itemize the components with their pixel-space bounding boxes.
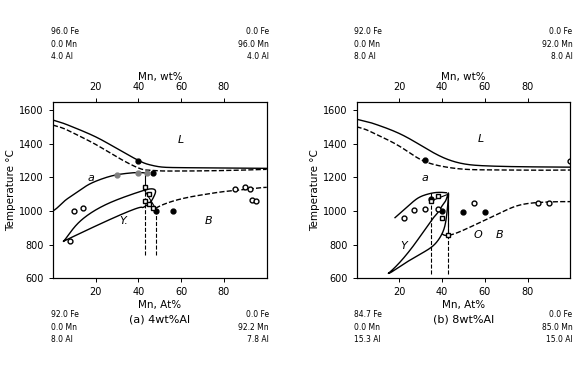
X-axis label: Mn, At%: Mn, At% bbox=[138, 300, 181, 310]
Text: 96.0 Fe
0.0 Mn
4.0 Al: 96.0 Fe 0.0 Mn 4.0 Al bbox=[51, 27, 79, 61]
X-axis label: Mn, At%: Mn, At% bbox=[442, 300, 485, 310]
Title: (a) 4wt%Al: (a) 4wt%Al bbox=[129, 315, 191, 325]
Text: a: a bbox=[88, 173, 95, 183]
Y-axis label: Temperature °C: Temperature °C bbox=[310, 149, 320, 231]
Text: L: L bbox=[477, 133, 484, 144]
Text: 92.0 Fe
0.0 Mn
8.0 Al: 92.0 Fe 0.0 Mn 8.0 Al bbox=[51, 310, 79, 344]
Text: Y.: Y. bbox=[119, 216, 128, 226]
Title: (b) 8wt%Al: (b) 8wt%Al bbox=[433, 315, 494, 325]
Text: 0.0 Fe
96.0 Mn
4.0 Al: 0.0 Fe 96.0 Mn 4.0 Al bbox=[238, 27, 269, 61]
Text: a: a bbox=[422, 173, 429, 183]
Text: 92.0 Fe
0.0 Mn
8.0 Al: 92.0 Fe 0.0 Mn 8.0 Al bbox=[355, 27, 382, 61]
Text: B: B bbox=[496, 230, 503, 240]
X-axis label: Mn, wt%: Mn, wt% bbox=[138, 72, 182, 82]
Text: O: O bbox=[474, 230, 483, 240]
Text: 0.0 Fe
85.0 Mn
15.0 Al: 0.0 Fe 85.0 Mn 15.0 Al bbox=[542, 310, 573, 344]
Text: 0.0 Fe
92.2 Mn
7.8 Al: 0.0 Fe 92.2 Mn 7.8 Al bbox=[238, 310, 269, 344]
Text: B: B bbox=[205, 216, 213, 226]
Text: 0.0 Fe
92.0 Mn
8.0 Al: 0.0 Fe 92.0 Mn 8.0 Al bbox=[542, 27, 573, 61]
Text: L: L bbox=[178, 135, 184, 145]
X-axis label: Mn, wt%: Mn, wt% bbox=[441, 72, 486, 82]
Text: 84.7 Fe
0.0 Mn
15.3 Al: 84.7 Fe 0.0 Mn 15.3 Al bbox=[355, 310, 382, 344]
Y-axis label: Temperature °C: Temperature °C bbox=[6, 149, 16, 231]
Text: Y: Y bbox=[400, 241, 407, 251]
